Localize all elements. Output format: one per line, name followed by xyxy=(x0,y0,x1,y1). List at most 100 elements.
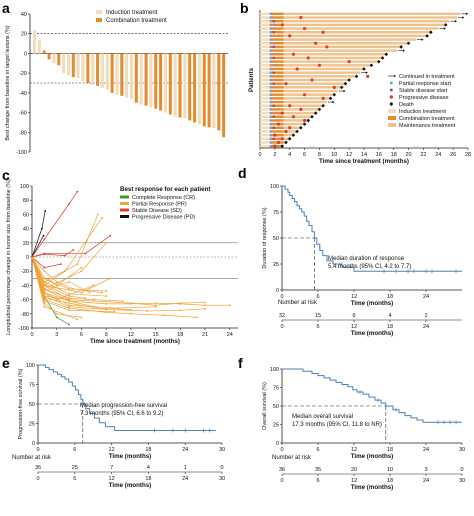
stable-disease-marker xyxy=(272,31,275,34)
risk-x-label: Time (months) xyxy=(109,482,152,489)
response-point xyxy=(42,234,45,237)
response-point xyxy=(64,254,66,257)
y-tick-label: 50 xyxy=(29,402,35,408)
death-marker xyxy=(284,140,288,145)
legend-pd xyxy=(389,95,393,99)
legend-swatch-sd xyxy=(120,208,129,212)
legend-induction xyxy=(388,109,396,113)
partial-response-marker xyxy=(270,31,273,34)
stable-disease-marker xyxy=(272,71,275,74)
swim-induction xyxy=(260,93,270,96)
partial-response-marker xyxy=(270,12,273,15)
swim-induction xyxy=(260,108,270,111)
y-tick-label: 0 xyxy=(24,51,27,57)
swim-induction xyxy=(260,86,270,89)
x-tick-label: 24 xyxy=(423,294,429,300)
swim-induction xyxy=(260,115,270,118)
risk-tick-label: 24 xyxy=(423,324,429,330)
death-marker xyxy=(369,63,374,68)
x-tick-label: 6 xyxy=(80,332,83,338)
waterfall-bar xyxy=(52,53,56,64)
response-point xyxy=(154,304,157,307)
waterfall-bar xyxy=(66,53,70,76)
risk-x-label: Time (months) xyxy=(351,330,394,337)
swim-combination xyxy=(269,78,284,82)
response-point xyxy=(55,312,58,315)
y-axis-label: Longitudinal percentage change in tumor … xyxy=(6,179,12,335)
x-tick-label: 6 xyxy=(316,447,319,453)
waterfall-bar xyxy=(217,53,221,131)
response-line-pr xyxy=(31,256,197,318)
continued-arrowhead xyxy=(421,38,424,41)
response-point xyxy=(109,234,112,237)
response-point xyxy=(84,297,87,300)
partial-response-marker xyxy=(270,82,273,85)
progressive-disease-marker xyxy=(276,122,281,126)
response-point xyxy=(76,190,79,193)
y-axis-label: Duration of response (%) xyxy=(262,207,268,268)
risk-count: 0 xyxy=(220,465,223,471)
death-marker xyxy=(406,41,411,46)
x-tick-label: 24 xyxy=(435,152,441,158)
response-line-pd xyxy=(31,210,46,258)
x-tick-label: 18 xyxy=(387,447,393,453)
response-point xyxy=(228,304,231,307)
swim-induction xyxy=(260,71,270,74)
x-tick-label: 6 xyxy=(303,152,306,158)
response-point xyxy=(80,270,83,273)
risk-x-label: Time (months) xyxy=(351,484,394,491)
response-point xyxy=(40,227,43,230)
response-point xyxy=(59,263,62,265)
partial-response-marker xyxy=(273,23,276,26)
response-point xyxy=(129,312,132,315)
waterfall-bar xyxy=(202,53,206,127)
swim-induction xyxy=(260,141,270,144)
risk-tick-label: 6 xyxy=(316,324,319,330)
partial-response-marker xyxy=(270,78,273,82)
x-tick-label: 21 xyxy=(202,332,208,338)
partial-response-marker xyxy=(270,145,273,148)
risk-count: 15 xyxy=(315,313,321,319)
partial-response-marker xyxy=(273,42,276,45)
swim-combination xyxy=(269,122,284,126)
swim-induction xyxy=(260,122,270,126)
swim-combination xyxy=(269,111,284,115)
response-point xyxy=(43,295,46,297)
response-point xyxy=(129,308,132,311)
response-point xyxy=(105,311,108,314)
swim-induction xyxy=(260,67,270,71)
swim-induction xyxy=(260,137,270,141)
swim-induction xyxy=(260,27,270,30)
swim-induction xyxy=(260,12,270,16)
swim-induction xyxy=(260,111,270,115)
y-axis-label: Best change from baseline in target lesi… xyxy=(5,25,11,140)
partial-response-marker xyxy=(270,16,273,19)
risk-tick-label: 24 xyxy=(423,478,429,484)
x-tick-label: 28 xyxy=(465,152,471,158)
death-marker xyxy=(280,144,285,148)
waterfall-bar xyxy=(115,53,119,95)
swim-combination xyxy=(269,38,284,41)
legend-label: Induction treatment xyxy=(106,10,158,16)
response-point xyxy=(72,288,75,290)
swim-induction xyxy=(260,23,270,27)
response-point xyxy=(76,318,79,321)
waterfall-bar xyxy=(81,53,85,82)
progressive-disease-marker xyxy=(321,30,325,34)
swim-combination xyxy=(269,64,284,67)
swim-maintenance xyxy=(283,49,398,52)
response-point xyxy=(97,307,99,310)
x-tick-label: 0 xyxy=(280,447,283,453)
waterfall-bar xyxy=(57,53,61,66)
response-line-pr xyxy=(31,256,156,309)
partial-response-marker xyxy=(270,49,273,52)
death-marker xyxy=(295,129,299,134)
x-tick-label: 12 xyxy=(128,332,134,338)
x-tick-label: 24 xyxy=(227,332,233,338)
response-line-sd xyxy=(31,191,78,258)
response-point xyxy=(68,297,70,300)
stable-disease-marker xyxy=(272,82,275,85)
waterfall-bar xyxy=(91,53,95,85)
panel-label-c: c xyxy=(2,167,10,183)
x-tick-label: 0 xyxy=(258,152,261,158)
